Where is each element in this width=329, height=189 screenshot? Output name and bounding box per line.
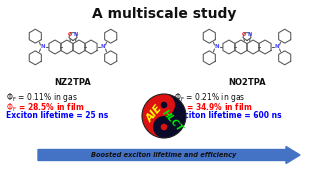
FancyArrow shape (38, 146, 300, 163)
Text: Exciton lifetime = 600 ns: Exciton lifetime = 600 ns (174, 111, 282, 120)
Text: $\Phi_\mathrm{F}$ = 28.5% in film: $\Phi_\mathrm{F}$ = 28.5% in film (6, 101, 85, 114)
Circle shape (161, 124, 167, 130)
Text: Exciton lifetime = 25 ns: Exciton lifetime = 25 ns (6, 111, 108, 120)
Circle shape (153, 94, 175, 116)
Wedge shape (142, 94, 164, 138)
Text: O: O (68, 32, 72, 37)
Text: N: N (101, 44, 105, 50)
Circle shape (153, 116, 175, 138)
Text: N: N (248, 32, 252, 37)
Text: N: N (215, 44, 219, 50)
Text: $\Phi_\mathrm{F}$ = 34.9% in film: $\Phi_\mathrm{F}$ = 34.9% in film (174, 101, 253, 114)
Text: N: N (41, 44, 45, 50)
Text: $\Phi_\mathrm{F}$ = 0.11% in gas: $\Phi_\mathrm{F}$ = 0.11% in gas (6, 91, 78, 104)
Text: NO2TPA: NO2TPA (228, 78, 266, 87)
Text: Boosted exciton lifetime and efficiency: Boosted exciton lifetime and efficiency (91, 152, 237, 158)
Text: NZ2TPA: NZ2TPA (55, 78, 91, 87)
Text: HLCT: HLCT (160, 108, 184, 133)
Text: O: O (242, 32, 246, 37)
Text: N: N (275, 44, 279, 50)
Text: N: N (74, 32, 78, 37)
Text: AIE: AIE (144, 103, 164, 124)
Wedge shape (164, 94, 186, 138)
Text: A multiscale study: A multiscale study (92, 7, 237, 21)
Text: $\Phi_\mathrm{F}$ = 0.21% in gas: $\Phi_\mathrm{F}$ = 0.21% in gas (174, 91, 245, 104)
Circle shape (161, 102, 167, 108)
